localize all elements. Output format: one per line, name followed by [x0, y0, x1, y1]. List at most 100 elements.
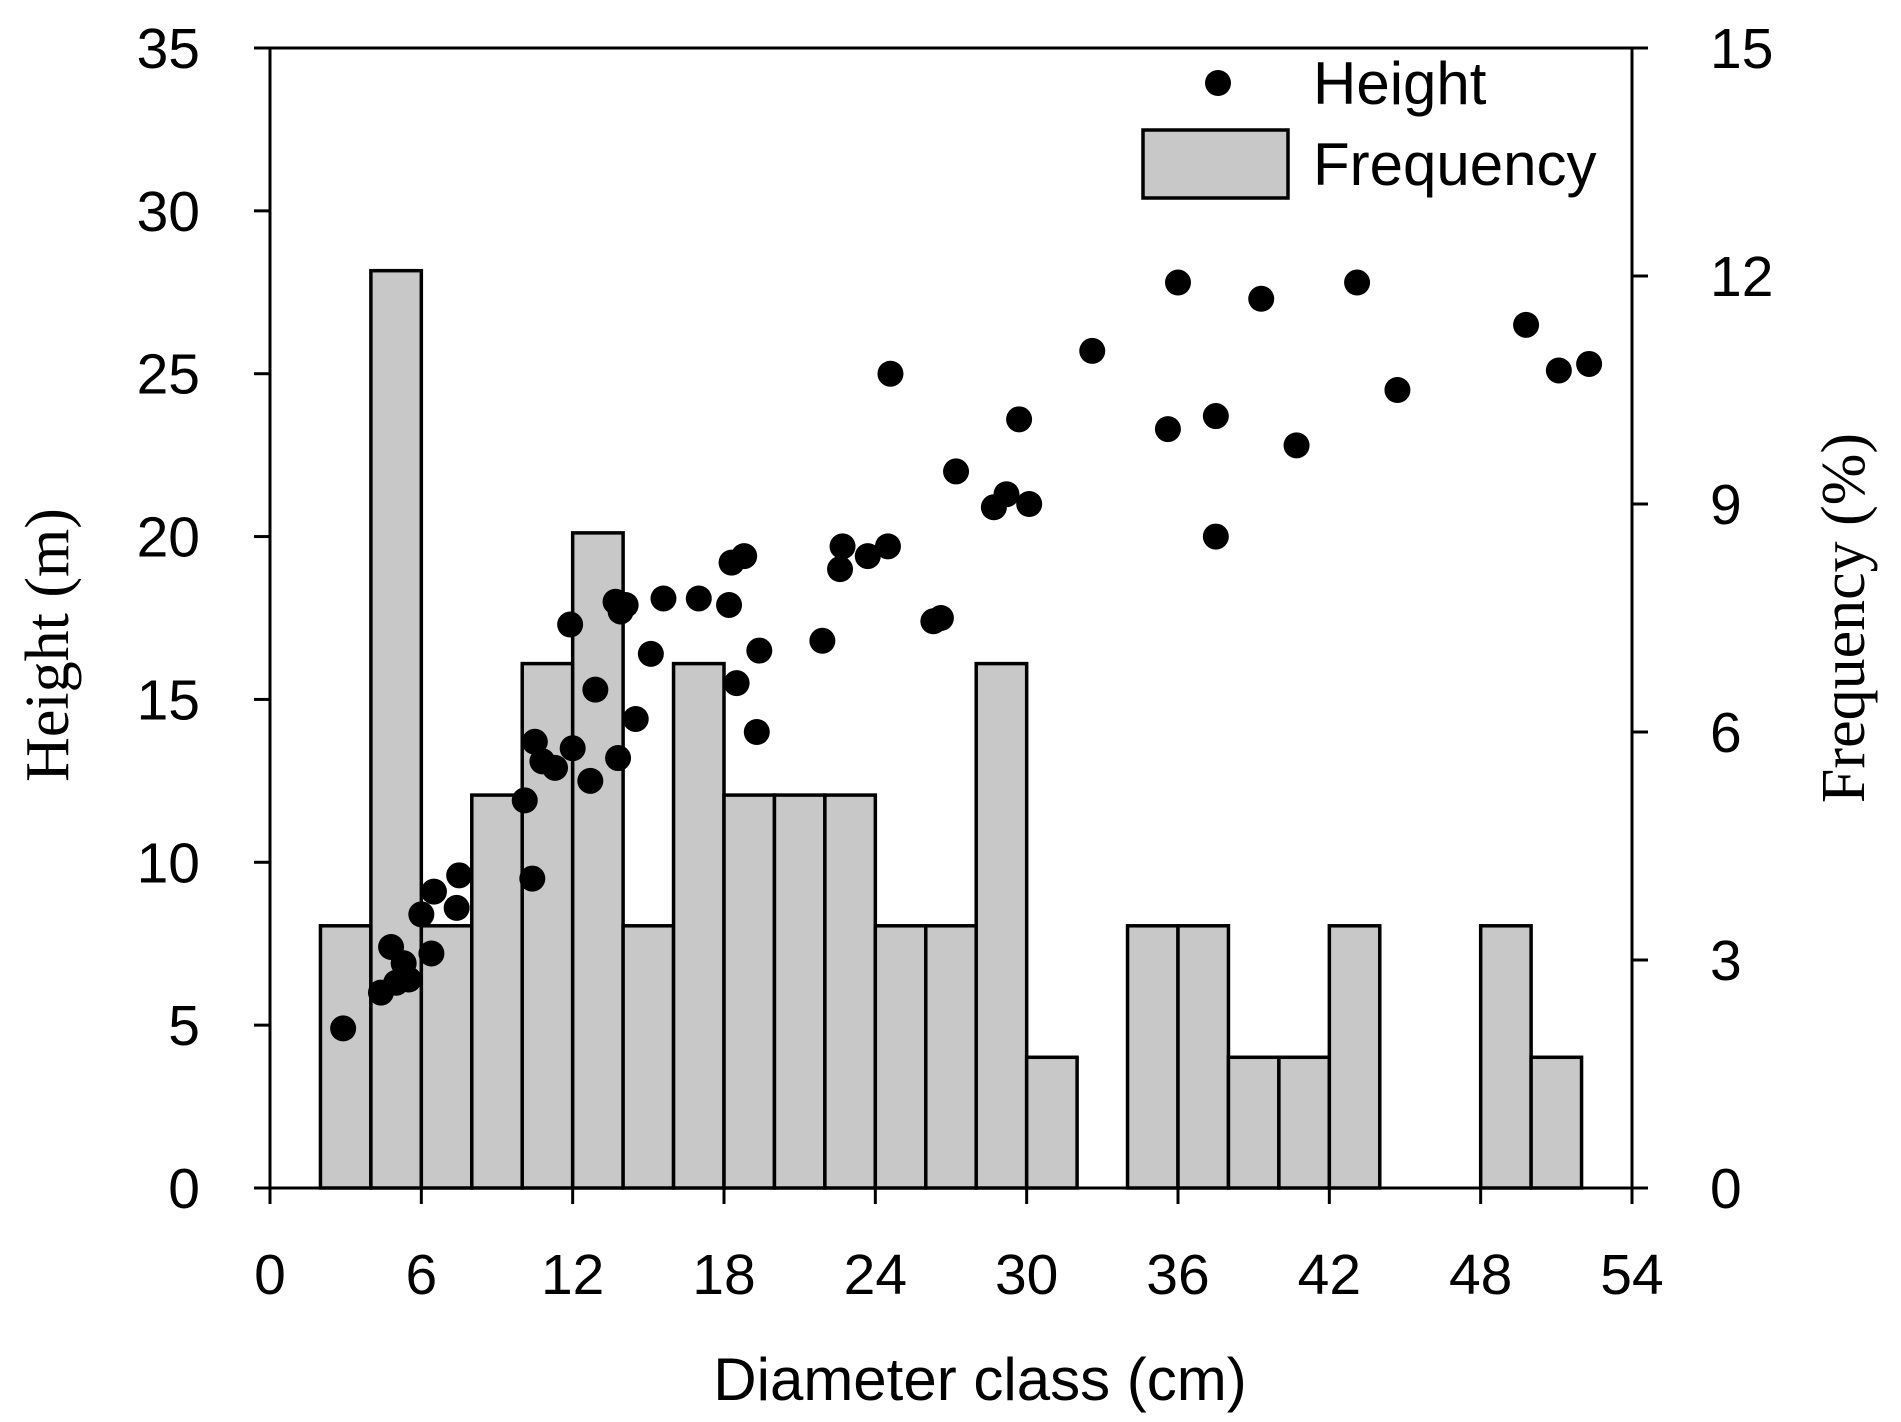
right-y-tick-label: 6 — [1710, 701, 1742, 765]
height-point — [993, 481, 1020, 508]
left-y-tick-label: 0 — [168, 1157, 200, 1221]
height-point — [519, 865, 546, 892]
height-point — [511, 787, 538, 814]
x-tick-label: 48 — [1449, 1243, 1512, 1307]
height-point — [420, 878, 447, 905]
height-point — [418, 940, 445, 967]
height-point — [1283, 432, 1310, 459]
height-point — [577, 767, 604, 794]
x-tick-label: 42 — [1298, 1243, 1361, 1307]
x-tick-label: 18 — [692, 1243, 755, 1307]
height-point — [827, 556, 854, 583]
frequency-bar — [1176, 924, 1231, 1190]
height-point — [723, 670, 750, 697]
frequency-bar — [1327, 924, 1382, 1190]
x-tick-label: 6 — [405, 1243, 437, 1307]
height-point — [1016, 491, 1043, 517]
height-point — [716, 591, 743, 618]
height-point — [446, 862, 473, 889]
frequency-bar — [772, 793, 827, 1190]
frequency-bar — [974, 661, 1029, 1190]
frequency-bar — [470, 793, 524, 1190]
left-y-tick-label: 20 — [137, 506, 200, 570]
right-y-tick-label: 15 — [1710, 17, 1773, 81]
frequency-bar — [1277, 1055, 1332, 1190]
frequency-bar — [924, 924, 978, 1190]
left-y-axis-ticks: 0 5 10 15 20 25 30 35 — [137, 17, 270, 1221]
frequency-bar — [1226, 1055, 1281, 1190]
height-point — [582, 676, 609, 703]
height-point — [1576, 350, 1603, 377]
right-y-tick-label: 9 — [1710, 473, 1742, 537]
left-y-tick-label: 5 — [168, 994, 200, 1058]
plot-frame — [268, 46, 1634, 1190]
height-point — [877, 360, 904, 387]
height-point — [521, 728, 548, 755]
frequency-bar — [369, 268, 424, 1190]
frequency-bar — [1125, 924, 1180, 1190]
x-axis-title: Diameter class (cm) — [713, 1346, 1246, 1413]
right-y-axis-ticks: 0 3 6 9 12 15 — [1632, 17, 1773, 1221]
height-point — [943, 458, 970, 485]
frequency-bar — [873, 924, 928, 1190]
height-point — [443, 894, 470, 921]
height-point — [330, 1015, 357, 1042]
height-point — [650, 585, 677, 612]
height-points — [330, 269, 1603, 1042]
height-point — [1384, 377, 1411, 403]
height-point — [1202, 403, 1229, 430]
height-point — [1248, 285, 1275, 312]
frequency-bar — [1024, 1055, 1079, 1190]
height-point — [1344, 269, 1371, 296]
legend-frequency-label: Frequency — [1313, 131, 1596, 198]
height-point — [743, 719, 770, 745]
right-y-tick-label: 3 — [1710, 929, 1742, 993]
right-y-axis-title: Frequency (%) — [1810, 433, 1878, 803]
legend-height-marker — [1205, 70, 1231, 96]
legend: Height Frequency — [1141, 50, 1596, 200]
height-point — [746, 637, 773, 664]
legend-frequency-marker — [1141, 128, 1290, 200]
height-point — [1202, 523, 1229, 550]
left-y-tick-label: 25 — [137, 343, 200, 407]
height-point — [395, 966, 422, 993]
x-tick-label: 12 — [541, 1243, 604, 1307]
height-point — [637, 640, 664, 667]
x-tick-label: 30 — [995, 1243, 1058, 1307]
frequency-bar — [1478, 924, 1533, 1190]
height-point — [612, 591, 639, 618]
left-y-tick-label: 30 — [137, 180, 200, 244]
x-tick-label: 36 — [1146, 1243, 1209, 1307]
x-tick-label: 24 — [844, 1243, 907, 1307]
frequency-bars — [318, 268, 1584, 1190]
height-point — [874, 533, 901, 560]
left-y-axis-title: Height (m) — [14, 508, 82, 782]
right-y-tick-label: 12 — [1710, 245, 1773, 309]
height-point — [1513, 311, 1540, 338]
right-y-tick-label: 0 — [1710, 1157, 1742, 1221]
height-point — [605, 745, 632, 772]
height-point — [854, 543, 881, 570]
frequency-bar — [823, 793, 878, 1190]
x-tick-label: 54 — [1600, 1243, 1663, 1307]
x-axis-ticks: 0 6 12 18 24 30 36 42 48 54 — [254, 1188, 1664, 1307]
height-point — [557, 611, 584, 638]
frequency-bar — [671, 661, 726, 1190]
left-y-tick-label: 35 — [137, 17, 200, 81]
height-point — [809, 627, 836, 654]
legend-height-label: Height — [1313, 50, 1487, 117]
height-point — [1165, 269, 1191, 296]
height-point — [1006, 406, 1033, 433]
left-y-tick-label: 10 — [137, 831, 200, 895]
height-point — [731, 543, 758, 570]
height-point — [1545, 357, 1572, 384]
height-point — [1079, 337, 1106, 364]
x-tick-label: 0 — [254, 1243, 286, 1307]
height-point — [1154, 416, 1181, 443]
frequency-bar — [318, 924, 373, 1190]
height-point — [927, 605, 954, 631]
height-point — [559, 735, 586, 762]
height-point — [829, 533, 856, 560]
frequency-bar — [1529, 1055, 1584, 1190]
